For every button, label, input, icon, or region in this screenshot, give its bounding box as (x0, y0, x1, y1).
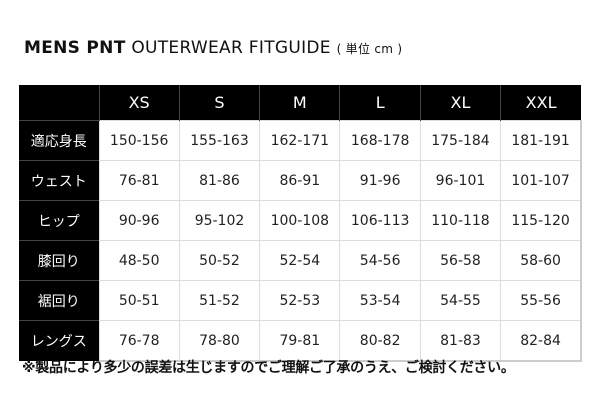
measurement-cell: 101-107 (500, 160, 583, 201)
measurement-cell: 80-82 (339, 320, 421, 362)
table-row: 膝回り 48-50 50-52 52-54 54-56 56-58 58-60 (19, 240, 583, 281)
size-header: XXL (500, 85, 581, 121)
measurement-cell: 155-163 (178, 120, 261, 161)
measurement-cell: 76-78 (98, 320, 180, 362)
row-label: 適応身長 (19, 120, 99, 161)
measurement-cell: 52-53 (259, 280, 341, 321)
measurement-cell: 54-55 (419, 280, 502, 321)
measurement-cell: 90-96 (98, 200, 180, 241)
title-brand: MENS PNT (24, 38, 126, 58)
row-label: 膝回り (19, 240, 99, 281)
size-table: XS S M L XL XXL 適応身長 150-156 155-163 162-17… (19, 85, 583, 362)
size-header: XS (98, 85, 180, 121)
measurement-cell: 115-120 (500, 200, 583, 241)
measurement-cell: 50-51 (98, 280, 180, 321)
size-header: XL (419, 85, 501, 121)
table-row: 適応身長 150-156 155-163 162-171 168-178 175-184 1… (19, 120, 583, 161)
measurement-cell: 91-96 (339, 160, 421, 201)
measurement-cell: 52-54 (259, 240, 341, 281)
measurement-cell: 48-50 (98, 240, 180, 281)
measurement-cell: 50-52 (178, 240, 261, 281)
page-title: MENS PNT OUTERWEAR FITGUIDE ( 単位 cm ) (24, 38, 402, 58)
size-header: M (259, 85, 340, 121)
measurement-cell: 51-52 (178, 280, 261, 321)
measurement-cell: 81-86 (178, 160, 261, 201)
table-row: ウェスト 76-81 81-86 86-91 91-96 96-101 101-107 (19, 160, 583, 201)
size-header: S (178, 85, 260, 121)
measurement-cell: 82-84 (500, 320, 583, 362)
measurement-cell: 100-108 (259, 200, 341, 241)
table-row: レングス 76-78 78-80 79-81 80-82 81-83 82-84 (19, 320, 583, 362)
title-main: OUTERWEAR FITGUIDE (131, 38, 331, 58)
title-unit: ( 単位 cm ) (336, 42, 403, 56)
measurement-cell: 96-101 (419, 160, 502, 201)
measurement-cell: 175-184 (419, 120, 502, 161)
measurement-cell: 55-56 (500, 280, 583, 321)
row-label: ウェスト (19, 160, 99, 201)
measurement-cell: 79-81 (259, 320, 341, 362)
measurement-cell: 150-156 (98, 120, 180, 161)
disclaimer-note: ※製品により多少の誤差は生じますのでご理解ご了承のうえ、ご検討ください。 (22, 360, 515, 376)
table-row: 裾回り 50-51 51-52 52-53 53-54 54-55 55-56 (19, 280, 583, 321)
measurement-cell: 110-118 (419, 200, 502, 241)
measurement-cell: 81-83 (419, 320, 502, 362)
measurement-cell: 53-54 (339, 280, 421, 321)
measurement-cell: 168-178 (339, 120, 421, 161)
corner-cell (19, 85, 99, 121)
measurement-cell: 58-60 (500, 240, 583, 281)
measurement-cell: 181-191 (500, 120, 583, 161)
measurement-cell: 95-102 (178, 200, 261, 241)
row-label: 裾回り (19, 280, 99, 321)
row-label: レングス (19, 320, 99, 361)
measurement-cell: 76-81 (98, 160, 180, 201)
measurement-cell: 162-171 (259, 120, 341, 161)
size-header-row: XS S M L XL XXL (19, 85, 581, 121)
measurement-cell: 78-80 (178, 320, 261, 362)
measurement-cell: 106-113 (339, 200, 421, 241)
row-label: ヒップ (19, 200, 99, 241)
size-header: L (339, 85, 421, 121)
table-row: ヒップ 90-96 95-102 100-108 106-113 110-118 115-1… (19, 200, 583, 241)
measurement-cell: 86-91 (259, 160, 341, 201)
measurement-cell: 56-58 (419, 240, 502, 281)
measurement-cell: 54-56 (339, 240, 421, 281)
